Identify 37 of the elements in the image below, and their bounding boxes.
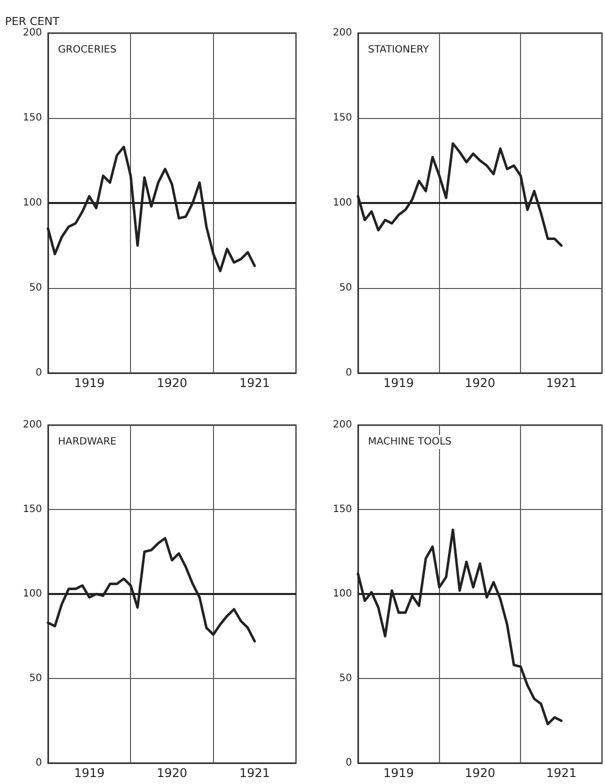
y-tick-label: 50	[29, 673, 42, 684]
y-tick-label: 200	[22, 28, 42, 38]
x-tick-label: 1921	[239, 376, 270, 390]
text: HARDWARE	[58, 436, 116, 448]
y-axis-title: PER CENT	[5, 15, 60, 28]
x-tick-label: 1919	[74, 766, 105, 780]
text: GROCERIES	[58, 44, 116, 56]
x-tick-label: 1919	[383, 376, 414, 390]
x-tick-label: 1919	[74, 376, 105, 390]
y-tick-label: 100	[332, 588, 352, 600]
x-tick-label: 1920	[156, 376, 188, 390]
y-tick-label: 150	[332, 112, 352, 124]
y-tick-label: 50	[339, 282, 352, 294]
text: MACHINE TOOLS	[368, 436, 452, 448]
y-tick-label: 200	[22, 420, 42, 430]
text: STATIONERY	[368, 44, 430, 56]
y-tick-label: 150	[22, 112, 42, 124]
y-tick-label: 50	[29, 282, 42, 294]
y-tick-label: 0	[36, 368, 42, 378]
x-tick-label: 1921	[239, 766, 270, 780]
y-tick-label: 50	[339, 673, 352, 684]
y-tick-label: 150	[332, 504, 352, 515]
y-tick-label: 0	[36, 758, 42, 768]
y-tick-label: 150	[22, 504, 42, 515]
y-tick-label: 100	[22, 588, 42, 600]
y-tick-label: 100	[22, 198, 42, 208]
x-tick-label: 1921	[546, 376, 577, 390]
y-tick-label: 0	[346, 758, 352, 768]
x-tick-label: 1921	[546, 766, 577, 780]
x-tick-label: 1920	[156, 766, 188, 780]
y-tick-label: 200	[332, 420, 352, 430]
y-tick-label: 0	[346, 368, 352, 378]
x-tick-label: 1920	[464, 766, 496, 780]
y-tick-label: 100	[332, 198, 352, 208]
x-tick-label: 1920	[464, 376, 496, 390]
y-tick-label: 200	[332, 28, 352, 38]
x-tick-label: 1919	[383, 766, 414, 780]
